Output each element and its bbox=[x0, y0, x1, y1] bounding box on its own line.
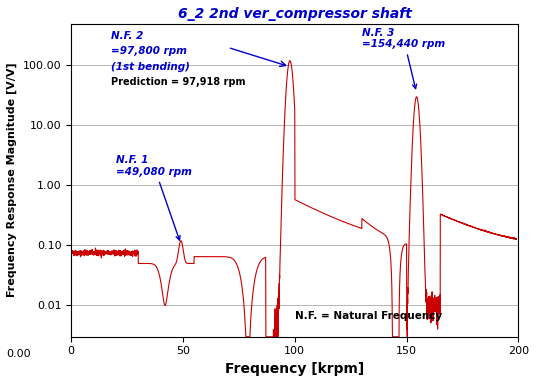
Text: N.F. = Natural Frequency: N.F. = Natural Frequency bbox=[295, 311, 442, 321]
Text: N.F. 1
=49,080 rpm: N.F. 1 =49,080 rpm bbox=[116, 155, 192, 240]
Text: =97,800 rpm: =97,800 rpm bbox=[111, 46, 187, 56]
Y-axis label: Frequency Response Magnitude [V/V]: Frequency Response Magnitude [V/V] bbox=[7, 63, 17, 298]
Text: Prediction = 97,918 rpm: Prediction = 97,918 rpm bbox=[111, 77, 246, 87]
Title: 6_2 2nd ver_compressor shaft: 6_2 2nd ver_compressor shaft bbox=[178, 7, 412, 21]
Text: N.F. 3
=154,440 rpm: N.F. 3 =154,440 rpm bbox=[362, 28, 445, 88]
Text: N.F. 2: N.F. 2 bbox=[111, 31, 144, 41]
Text: (1st bending): (1st bending) bbox=[111, 62, 190, 72]
Text: 0.00: 0.00 bbox=[6, 349, 31, 359]
X-axis label: Frequency [krpm]: Frequency [krpm] bbox=[225, 362, 364, 376]
